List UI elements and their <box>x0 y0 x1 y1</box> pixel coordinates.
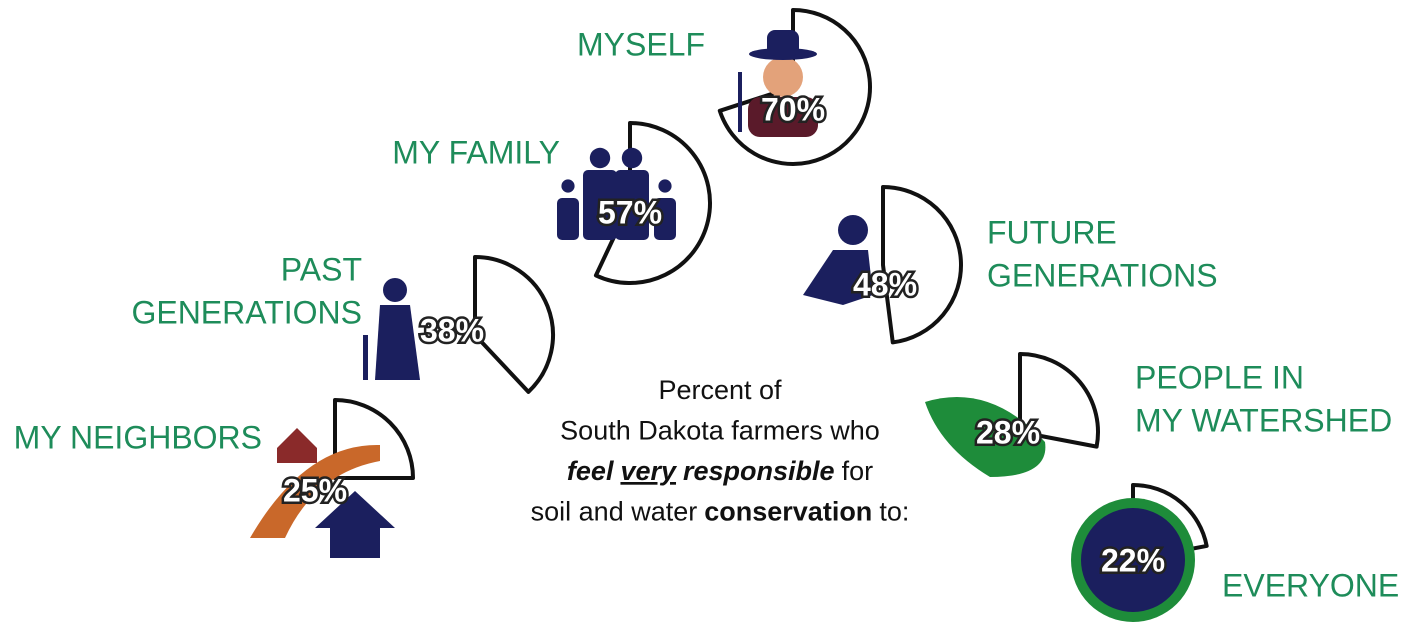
category-label: GENERATIONS <box>987 257 1218 293</box>
value-label: 22% <box>1101 542 1165 578</box>
wedge <box>475 257 553 392</box>
note-line: South Dakota farmers who <box>560 416 880 446</box>
note-run: very <box>620 456 678 486</box>
note-line: Percent of <box>658 375 782 405</box>
value-label: 70% <box>761 91 825 127</box>
icon <box>277 428 317 463</box>
wedge <box>883 187 961 342</box>
category-label: PEOPLE IN <box>1135 359 1304 395</box>
value-label: 48% <box>853 266 917 302</box>
icon <box>363 335 368 380</box>
category-label: MY WATERSHED <box>1135 402 1392 438</box>
note-run: feel <box>567 456 614 486</box>
infographic: 70% MYSELF 57% MY FAMILY 48% FUTURE GENERATION… <box>0 0 1419 633</box>
note-run: Percent of <box>658 375 782 405</box>
icon <box>383 278 407 302</box>
icon <box>738 72 742 132</box>
icon <box>375 305 420 380</box>
icon <box>658 179 671 192</box>
category-label: PAST <box>281 251 362 287</box>
category-label: FUTURE <box>987 214 1117 250</box>
note-run: South Dakota farmers who <box>560 416 880 446</box>
category-label: MY NEIGHBORS <box>14 419 262 455</box>
icon <box>838 215 868 245</box>
icon <box>561 179 574 192</box>
value-label: 57% <box>598 194 662 230</box>
category-label: GENERATIONS <box>131 294 362 330</box>
note-run: for <box>842 456 874 486</box>
value-label: 25% <box>283 472 347 508</box>
icon <box>557 198 579 240</box>
note-run: soil and water <box>531 497 698 527</box>
category-label: EVERYONE <box>1222 567 1399 603</box>
note-run: conservation <box>704 497 872 527</box>
note-run: responsible <box>683 456 835 486</box>
note-run: to: <box>879 497 909 527</box>
icon <box>590 148 610 168</box>
category-label: MY FAMILY <box>392 134 560 170</box>
category-label: MYSELF <box>577 26 705 62</box>
icon <box>767 30 799 56</box>
value-label: 28% <box>976 414 1040 450</box>
value-label: 38% <box>420 312 484 348</box>
icon <box>622 148 642 168</box>
